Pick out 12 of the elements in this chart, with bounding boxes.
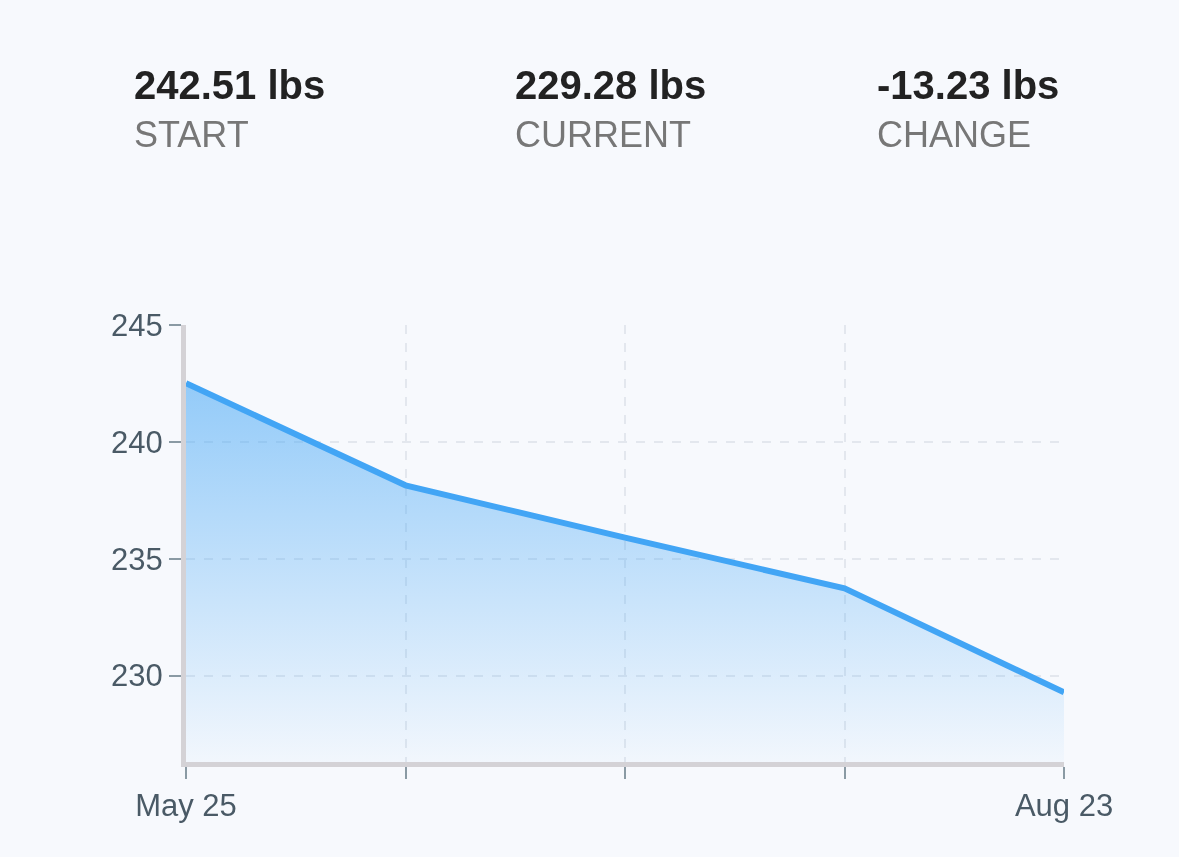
y-tick-label: 230 bbox=[111, 658, 163, 694]
x-tick-label: May 25 bbox=[135, 788, 237, 824]
y-tick-label: 245 bbox=[111, 307, 163, 343]
text: START bbox=[134, 114, 249, 155]
text: CHANGE bbox=[877, 114, 1032, 155]
text: CURRENT bbox=[515, 114, 691, 155]
x-tick-label: Aug 23 bbox=[1014, 788, 1114, 824]
y-tick-label: 235 bbox=[111, 541, 163, 577]
y-tick-label: 240 bbox=[111, 424, 163, 460]
text: 229.28 lbs bbox=[515, 63, 707, 107]
text: -13.23 lbs bbox=[877, 63, 1060, 107]
text: 242.51 lbs bbox=[134, 63, 326, 107]
